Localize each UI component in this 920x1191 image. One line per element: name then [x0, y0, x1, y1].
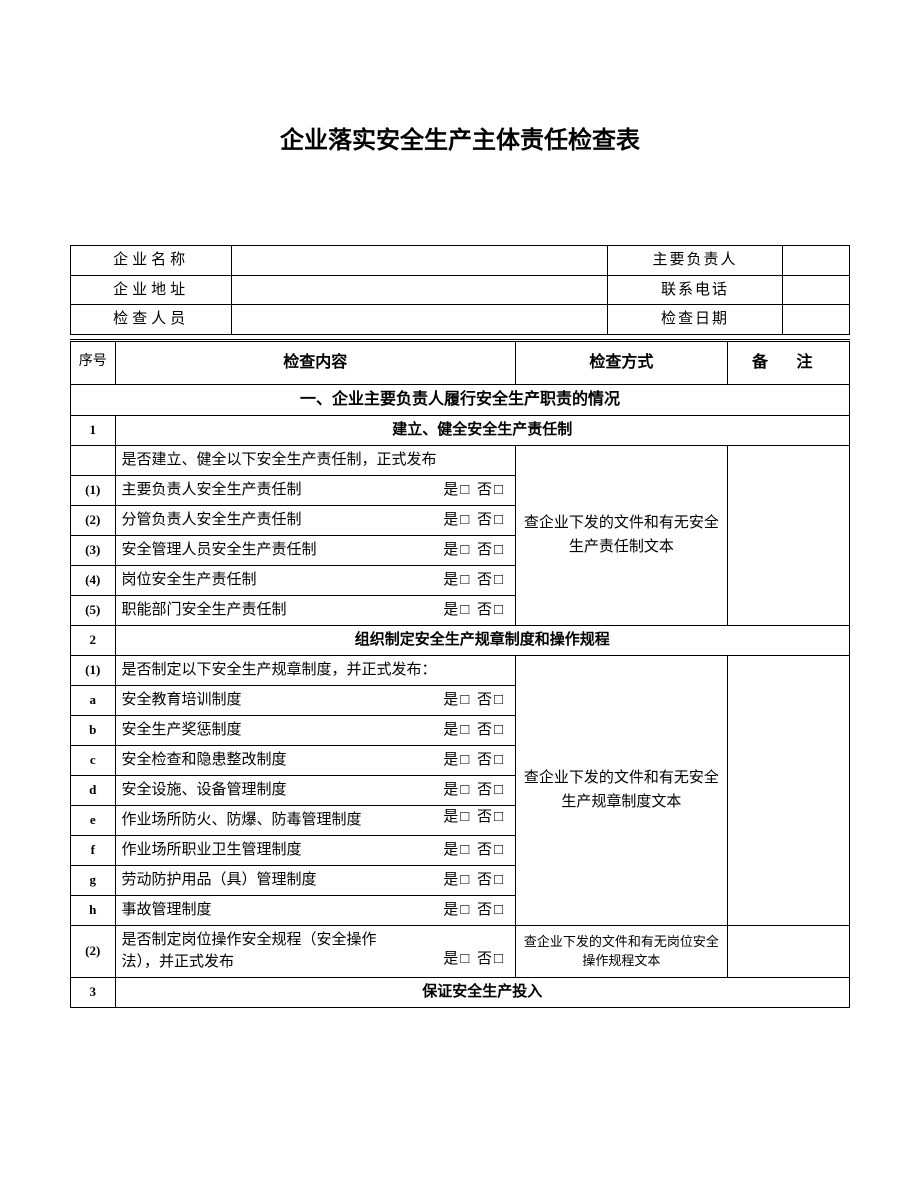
row-2f-num: f: [71, 835, 116, 865]
document-title: 企业落实安全生产主体责任检查表: [70, 120, 850, 155]
row-1-5-num: (5): [71, 595, 116, 625]
row-1-2-num: (2): [71, 505, 116, 535]
row-1-3-num: (3): [71, 535, 116, 565]
item-1-intro-seq: [71, 445, 116, 475]
row-2e-num: e: [71, 805, 116, 835]
row-2b-content: 安全生产奖惩制度是□ 否□: [115, 715, 516, 745]
row-2c-num: c: [71, 745, 116, 775]
row-1-4-content: 岗位安全生产责任制是□ 否□: [115, 565, 516, 595]
row-1-1-content: 主要负责人安全生产责任制是□ 否□: [115, 475, 516, 505]
company-name-value: [232, 246, 608, 276]
row-2f-content: 作业场所职业卫生管理制度是□ 否□: [115, 835, 516, 865]
row-2h-num: h: [71, 895, 116, 925]
item-3-num: 3: [71, 977, 116, 1007]
item-2-note2: [727, 925, 849, 977]
header-content: 检查内容: [115, 340, 516, 384]
address-value: [232, 275, 608, 305]
row-2d-num: d: [71, 775, 116, 805]
row-1-3-content: 安全管理人员安全生产责任制是□ 否□: [115, 535, 516, 565]
item-2-note1: [727, 655, 849, 925]
item-3-subtitle: 保证安全生产投入: [115, 977, 850, 1007]
date-label: 检查日期: [608, 305, 783, 335]
phone-value: [782, 275, 849, 305]
row-1-1-num: (1): [71, 475, 116, 505]
date-value: [782, 305, 849, 335]
header-note: 备 注: [727, 340, 849, 384]
row-2d-content: 安全设施、设备管理制度是□ 否□: [115, 775, 516, 805]
item-2-subtitle: 组织制定安全生产规章制度和操作规程: [115, 625, 850, 655]
row-2c-content: 安全检查和隐患整改制度是□ 否□: [115, 745, 516, 775]
item-1-note: [727, 445, 849, 625]
item-2-sub1-num: (1): [71, 655, 116, 685]
item-1-num: 1: [71, 415, 116, 445]
header-seq: 序号: [71, 340, 116, 384]
item-1-subtitle: 建立、健全安全生产责任制: [115, 415, 850, 445]
company-name-label: 企业名称: [71, 246, 232, 276]
item-2-sub1-text: 是否制定以下安全生产规章制度，并正式发布：: [115, 655, 516, 685]
item-2-method2: 查企业下发的文件和有无岗位安全操作规程文本: [516, 925, 727, 977]
responsible-value: [782, 246, 849, 276]
responsible-label: 主要负责人: [608, 246, 783, 276]
item-2-method1: 查企业下发的文件和有无安全生产规章制度文本: [516, 655, 727, 925]
row-1-2-content: 分管负责人安全生产责任制是□ 否□: [115, 505, 516, 535]
item-2-sub2-text: 是否制定岗位操作安全规程（安全操作法），并正式发布是□ 否□: [115, 925, 516, 977]
section-1-title: 一、企业主要负责人履行安全生产职责的情况: [71, 384, 850, 415]
header-method: 检查方式: [516, 340, 727, 384]
row-2b-num: b: [71, 715, 116, 745]
item-2-sub2-num: (2): [71, 925, 116, 977]
info-table: 企业名称 主要负责人 企业地址 联系电话 检查人员 检查日期: [70, 245, 850, 335]
row-1-4-num: (4): [71, 565, 116, 595]
inspector-label: 检查人员: [71, 305, 232, 335]
row-2g-num: g: [71, 865, 116, 895]
item-2-num: 2: [71, 625, 116, 655]
row-2e-content: 作业场所防火、防爆、防毒管理制度是□ 否□: [115, 805, 516, 835]
item-1-method: 查企业下发的文件和有无安全生产责任制文本: [516, 445, 727, 625]
inspector-value: [232, 305, 608, 335]
row-2a-num: a: [71, 685, 116, 715]
row-2g-content: 劳动防护用品（具）管理制度是□ 否□: [115, 865, 516, 895]
row-1-5-content: 职能部门安全生产责任制是□ 否□: [115, 595, 516, 625]
item-1-intro: 是否建立、健全以下安全生产责任制，正式发布: [115, 445, 516, 475]
phone-label: 联系电话: [608, 275, 783, 305]
row-2a-content: 安全教育培训制度是□ 否□: [115, 685, 516, 715]
checklist-table: 序号 检查内容 检查方式 备 注 一、企业主要负责人履行安全生产职责的情况 1 …: [70, 339, 850, 1008]
address-label: 企业地址: [71, 275, 232, 305]
row-2h-content: 事故管理制度是□ 否□: [115, 895, 516, 925]
